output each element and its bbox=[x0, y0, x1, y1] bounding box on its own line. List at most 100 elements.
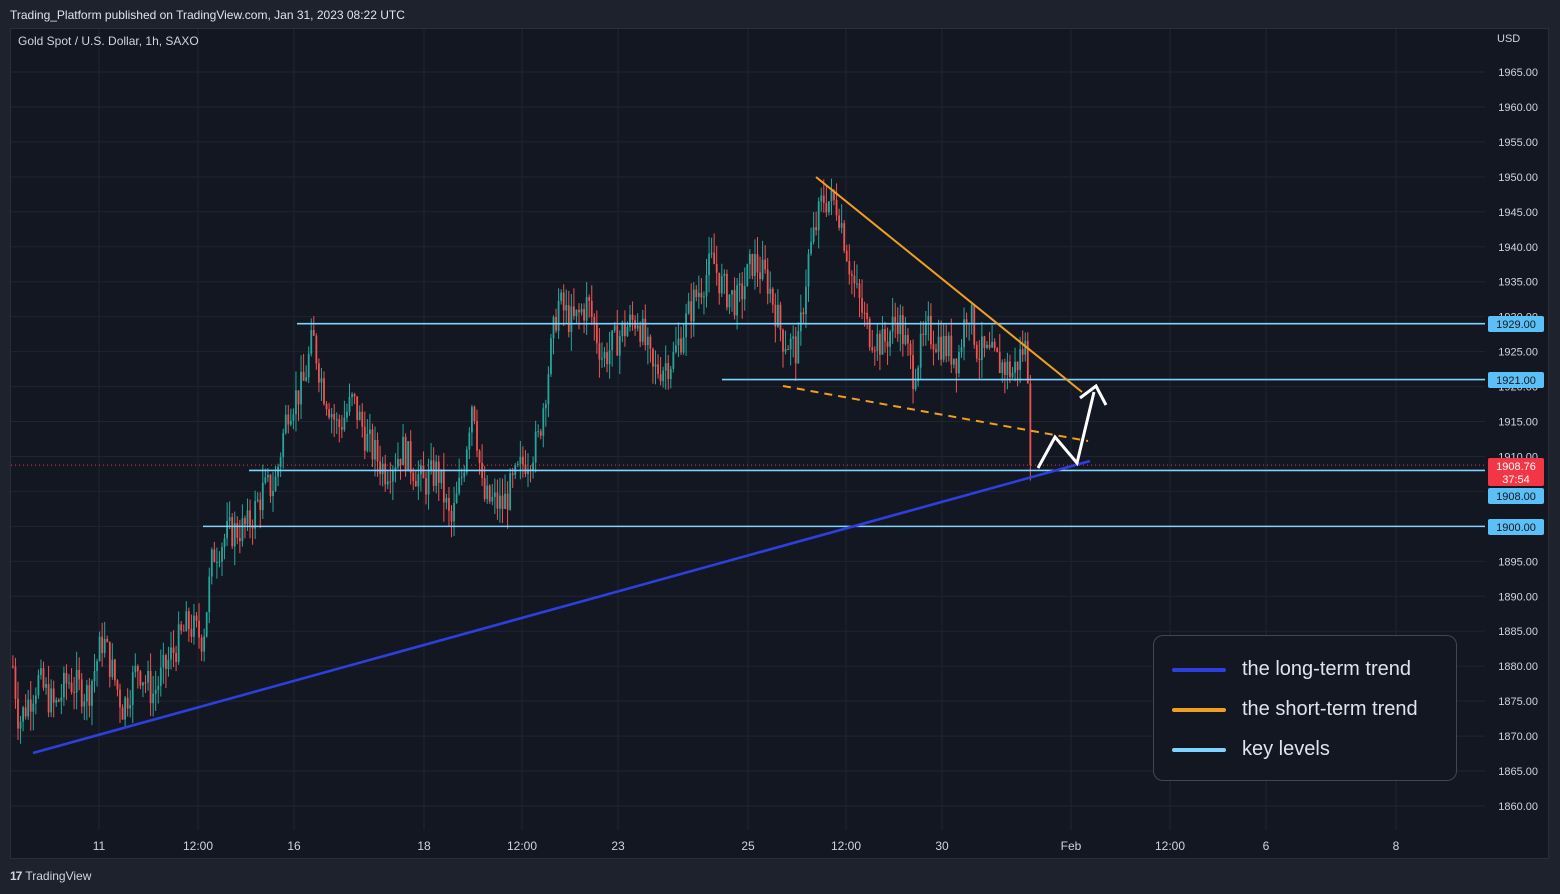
candle-body bbox=[914, 381, 917, 390]
key-levels-swatch bbox=[1172, 747, 1226, 752]
level-badge-1929: 1929.00 bbox=[1488, 316, 1544, 332]
candle-body bbox=[501, 495, 504, 509]
candle-body bbox=[618, 336, 621, 356]
candle-body bbox=[544, 404, 547, 409]
candle-body bbox=[165, 655, 167, 669]
candle-body bbox=[672, 351, 675, 369]
candle-body bbox=[328, 409, 330, 418]
candle-body bbox=[970, 304, 973, 324]
candle-body bbox=[524, 464, 527, 475]
candle-body bbox=[101, 636, 104, 654]
candle-body bbox=[412, 472, 415, 481]
candle-body bbox=[73, 691, 75, 693]
candle-body bbox=[731, 290, 733, 295]
candle-body bbox=[636, 325, 639, 329]
candle-body bbox=[353, 394, 356, 397]
level-badge-1921: 1921.00 bbox=[1488, 372, 1544, 388]
candle-body bbox=[468, 432, 471, 450]
candle-body bbox=[965, 319, 968, 324]
x-tick-label: 12:00 bbox=[507, 839, 537, 853]
x-tick-label: 18 bbox=[417, 839, 431, 853]
candle-body bbox=[483, 478, 486, 499]
candle-body bbox=[904, 334, 907, 344]
candle-body bbox=[295, 390, 297, 415]
candle-body bbox=[465, 449, 468, 473]
candle-body bbox=[75, 669, 78, 693]
candle-body bbox=[52, 688, 55, 703]
candle-body bbox=[129, 704, 132, 709]
candle-body bbox=[1016, 361, 1019, 370]
candle-body bbox=[241, 518, 244, 542]
candle-body bbox=[34, 695, 37, 704]
candle-body bbox=[259, 499, 262, 511]
candle-body bbox=[371, 429, 374, 460]
candle-body bbox=[425, 478, 427, 495]
candle-body bbox=[784, 349, 787, 352]
candle-body bbox=[1006, 361, 1009, 376]
candle-body bbox=[820, 195, 823, 202]
candle-body bbox=[850, 274, 853, 276]
candle-body bbox=[817, 201, 820, 231]
x-tick-label: Feb bbox=[1061, 839, 1082, 853]
candle-body bbox=[12, 666, 14, 668]
candle-body bbox=[162, 655, 165, 668]
candles bbox=[11, 178, 1485, 744]
candle-body bbox=[718, 272, 721, 294]
candle-body bbox=[124, 697, 126, 720]
x-tick-label: 25 bbox=[741, 839, 755, 853]
candle-body bbox=[24, 707, 27, 717]
candle-body bbox=[139, 671, 142, 686]
candle-body bbox=[657, 364, 659, 375]
candle-body bbox=[70, 682, 73, 692]
candle-body bbox=[539, 431, 542, 436]
candle-body bbox=[570, 306, 573, 332]
badge-background bbox=[1488, 519, 1544, 535]
candle-body bbox=[996, 348, 999, 352]
candle-body bbox=[195, 615, 198, 621]
badge-text: 37:54 bbox=[1502, 474, 1530, 486]
candle-body bbox=[886, 341, 889, 347]
candle-body bbox=[680, 338, 682, 353]
candle-body bbox=[267, 474, 269, 478]
candle-body bbox=[675, 345, 677, 352]
candle-body bbox=[414, 480, 417, 487]
candle-body bbox=[233, 523, 236, 547]
candle-body bbox=[1009, 361, 1011, 378]
candle-body bbox=[690, 301, 693, 322]
candle-body bbox=[460, 477, 463, 479]
candle-body bbox=[777, 304, 779, 327]
short-term-trendline bbox=[815, 176, 1083, 393]
candle-body bbox=[532, 462, 534, 471]
candle-body bbox=[567, 305, 570, 332]
projection-zigzag bbox=[1036, 391, 1096, 469]
candle-body bbox=[187, 611, 190, 630]
candle-body bbox=[590, 300, 593, 317]
candle-body bbox=[937, 336, 940, 352]
symbol-title[interactable]: Gold Spot / U.S. Dollar, 1h, SAXO bbox=[18, 34, 199, 48]
candle-body bbox=[649, 336, 652, 349]
candle-body bbox=[876, 333, 879, 351]
candle-body bbox=[476, 421, 478, 451]
candle-body bbox=[96, 661, 98, 672]
candle-body bbox=[323, 378, 325, 405]
candle-body bbox=[907, 334, 909, 344]
candle-body bbox=[899, 315, 902, 334]
x-tick-label: 11 bbox=[93, 839, 106, 853]
candle-body bbox=[369, 429, 371, 434]
candle-body bbox=[417, 474, 420, 487]
candle-body bbox=[182, 630, 185, 632]
tradingview-footer[interactable]: 17 TradingView bbox=[10, 869, 91, 883]
candle-body bbox=[853, 275, 856, 284]
candle-body bbox=[244, 518, 246, 525]
candle-body bbox=[249, 510, 251, 528]
candle-body bbox=[792, 336, 795, 339]
candle-body bbox=[639, 325, 642, 342]
candle-body bbox=[1019, 349, 1022, 370]
candle-body bbox=[629, 314, 631, 327]
candle-body bbox=[458, 477, 461, 494]
candle-body bbox=[170, 647, 172, 660]
candle-body bbox=[40, 668, 42, 675]
candle-body bbox=[136, 665, 139, 672]
candle-body bbox=[960, 347, 963, 353]
